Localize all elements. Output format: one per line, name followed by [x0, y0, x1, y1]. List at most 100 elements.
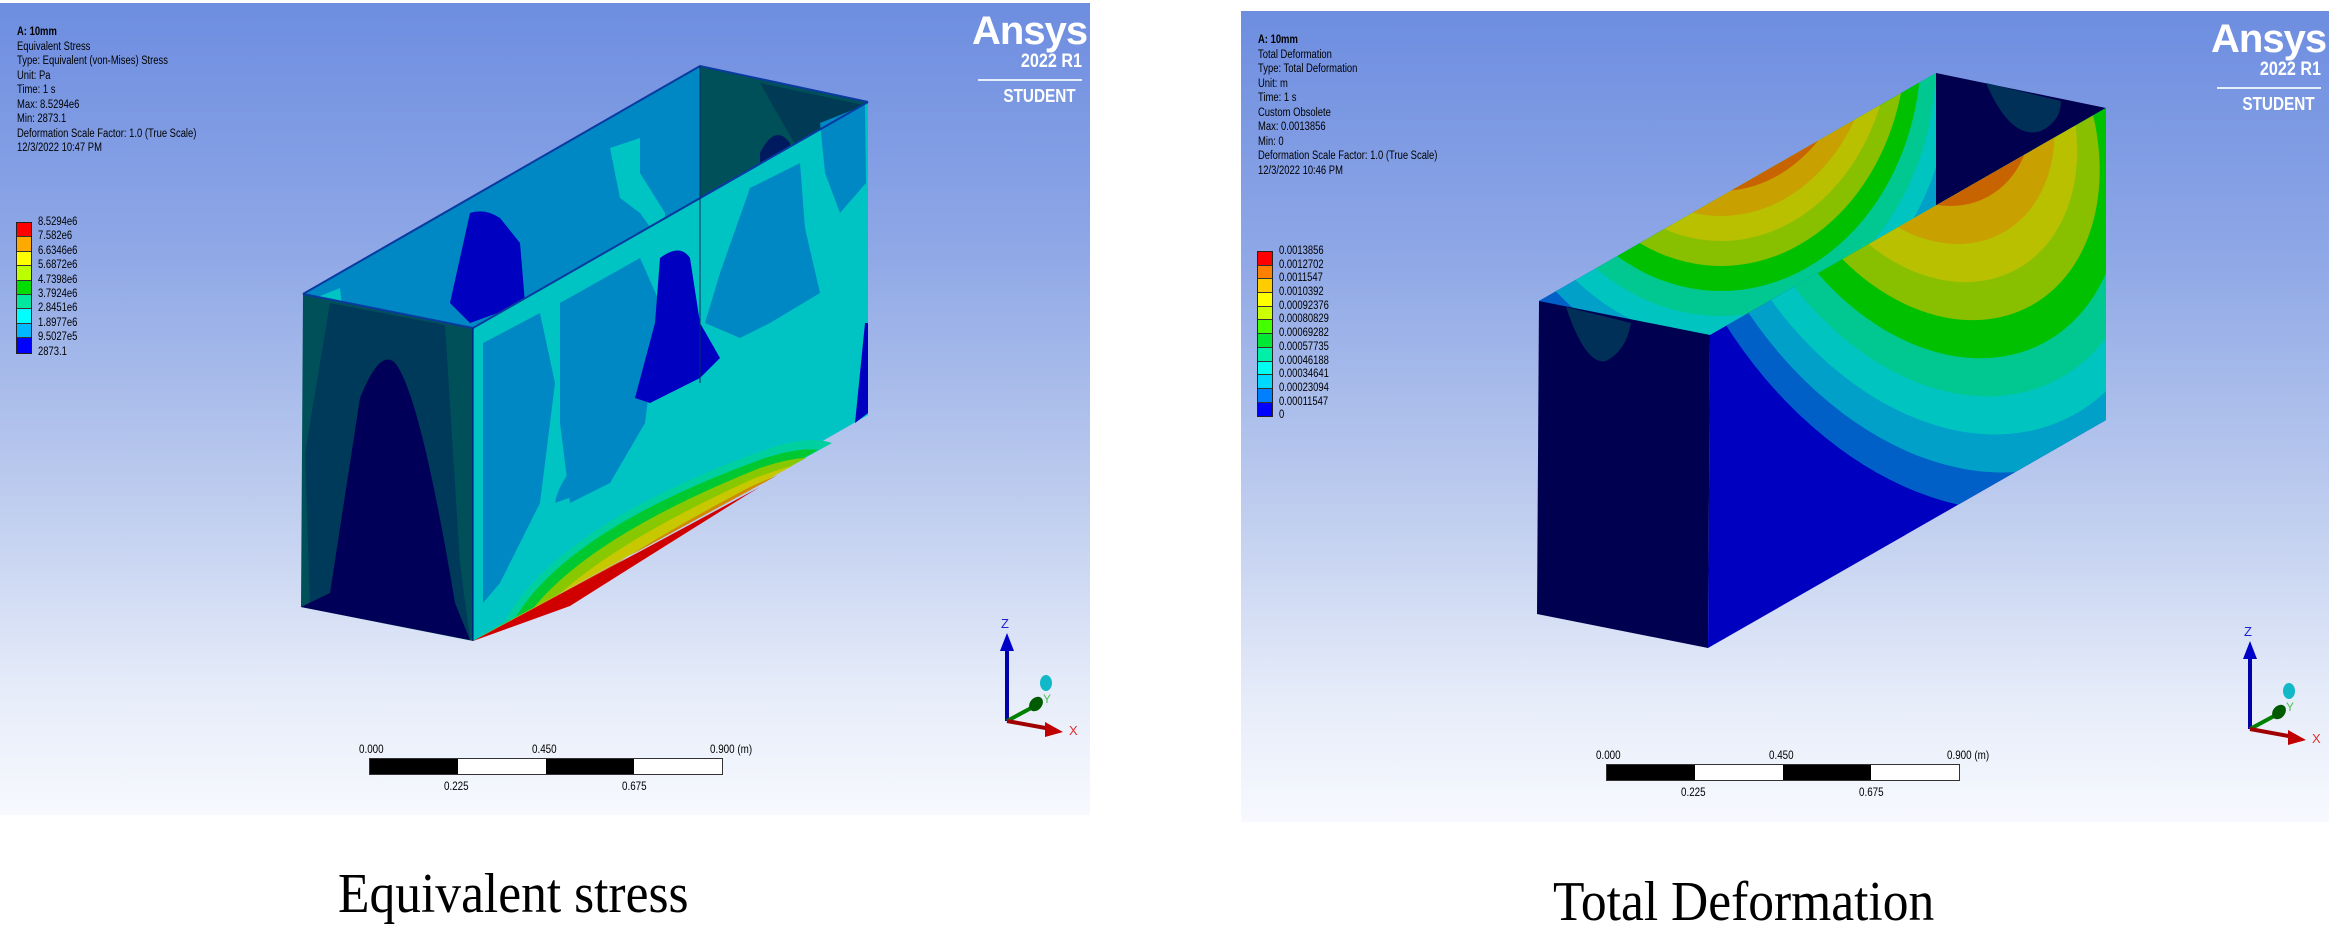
legend-label: 6.6346e6 — [38, 244, 78, 257]
legend-swatch — [1258, 347, 1272, 362]
result-name: Total Deformation — [1258, 48, 1332, 61]
legend-swatch — [17, 294, 31, 310]
legend-swatch — [1258, 265, 1272, 280]
brand-divider — [978, 79, 1082, 81]
scale-label: 0.000 — [1596, 748, 1621, 762]
svg-text:Y: Y — [1043, 692, 1051, 706]
scale-label: 0.000 — [359, 742, 384, 756]
scale-label: 0.675 — [1859, 785, 1884, 799]
axis-triad-icon: Z Y X — [2243, 624, 2321, 746]
legend-swatch — [1258, 306, 1272, 321]
caption-total-deformation: Total Deformation — [1553, 871, 1935, 933]
scale-label: 0.225 — [444, 779, 469, 793]
legend-swatch — [1258, 293, 1272, 307]
legend-label: 0 — [1279, 409, 1285, 422]
legend-swatch — [1258, 402, 1272, 417]
deformation-contour-model — [1537, 73, 2106, 648]
result-time: Time: 1 s — [1258, 92, 1297, 104]
legend-labels: 8.5294e6 7.582e6 6.6346e6 5.6872e6 4.739… — [38, 216, 77, 360]
legend-swatch — [1258, 388, 1272, 403]
legend-label: 0.00011547 — [1279, 395, 1329, 408]
legend-swatch — [17, 323, 31, 339]
legend-label: 8.5294e6 — [38, 216, 78, 228]
caption-equivalent-stress: Equivalent stress — [338, 863, 689, 925]
legend-label: 0.00080829 — [1279, 313, 1329, 326]
analysis-title: A: 10mm — [17, 26, 57, 38]
legend-label: 4.7398e6 — [38, 273, 78, 286]
legend-label: 0.00046188 — [1279, 354, 1329, 367]
ansys-version: 2022 R1 — [1020, 51, 1082, 72]
legend-swatch — [1258, 334, 1272, 348]
legend-label: 1.8977e6 — [38, 316, 78, 329]
result-timestamp: 12/3/2022 10:46 PM — [1258, 164, 1343, 177]
legend-swatch — [17, 223, 31, 238]
legend-label: 7.582e6 — [38, 230, 73, 243]
axis-triad[interactable]: Z Y X — [2236, 611, 2321, 746]
legend-color-bar — [1257, 251, 1273, 418]
result-max: Max: 0.0013856 — [1258, 121, 1326, 133]
legend-label: 0.00034641 — [1279, 368, 1329, 381]
result-type: Type: Total Deformation — [1258, 63, 1358, 75]
result-unit: Unit: m — [1258, 77, 1288, 90]
analysis-title: A: 10mm — [1258, 34, 1298, 46]
svg-text:Z: Z — [1001, 616, 1009, 631]
scale-bar: 0.000 0.450 0.900 (m) 0.225 0.675 — [1596, 748, 1989, 799]
result-unit: Unit: Pa — [17, 69, 51, 82]
result-timestamp: 12/3/2022 10:47 PM — [17, 142, 102, 154]
axis-triad-icon: Z Y X — [1000, 616, 1078, 738]
ansys-version: 2022 R1 — [2259, 59, 2321, 80]
equivalent-stress-viewport: A: 10mm Equivalent Stress Type: Equivale… — [0, 3, 1090, 815]
legend-swatch — [1258, 279, 1272, 294]
legend-labels: 0.0013856 0.0012702 0.0011547 0.0010392 … — [1279, 245, 1329, 423]
result-min: Min: 2873.1 — [17, 113, 67, 125]
legend-swatch — [1258, 375, 1272, 389]
ansys-logo: Ansys — [2211, 17, 2327, 61]
ansys-edition: STUDENT — [1003, 86, 1076, 106]
result-name: Equivalent Stress — [17, 40, 91, 53]
legend-swatch — [1258, 361, 1272, 376]
legend-swatch — [17, 280, 31, 295]
scale-label: 0.900 (m) — [710, 742, 753, 756]
legend-label: 0.00069282 — [1279, 327, 1329, 340]
ansys-logo: Ansys — [972, 9, 1088, 53]
scale-label: 0.225 — [1681, 785, 1706, 799]
legend-swatch — [17, 237, 31, 252]
legend-label: 9.5027e5 — [38, 331, 78, 344]
scale-label: 0.450 — [532, 742, 557, 756]
legend-swatch — [17, 251, 31, 267]
scale-label: 0.675 — [622, 779, 647, 793]
result-info-block: A: 10mm Total Deformation Type: Total De… — [1258, 33, 1437, 178]
legend-label: 0.00057735 — [1279, 340, 1329, 353]
result-time: Time: 1 s — [17, 84, 56, 96]
result-type: Type: Equivalent (von-Mises) Stress — [17, 55, 168, 67]
legend-swatch — [17, 309, 31, 324]
svg-text:Y: Y — [2286, 700, 2294, 714]
result-max: Max: 8.5294e6 — [17, 98, 80, 111]
svg-text:X: X — [1069, 723, 1078, 738]
result-info-block: A: 10mm Equivalent Stress Type: Equivale… — [17, 25, 196, 156]
svg-text:Z: Z — [2244, 624, 2252, 639]
deformation-scale-factor: Deformation Scale Factor: 1.0 (True Scal… — [17, 127, 197, 140]
ansys-brand: Ansys 2022 R1 STUDENT — [972, 9, 1088, 107]
scale-label: 0.450 — [1769, 748, 1794, 762]
legend-label: 0.0012702 — [1279, 258, 1324, 271]
scale-bar-graphic — [1606, 764, 1960, 781]
brand-divider — [2217, 87, 2321, 89]
legend-swatch — [17, 266, 31, 281]
legend-label: 0.00023094 — [1279, 381, 1329, 394]
result-display-option: Custom Obsolete — [1258, 106, 1331, 119]
legend-color-bar — [16, 222, 32, 354]
scale-bar-graphic — [369, 758, 723, 775]
legend-label: 2873.1 — [38, 345, 67, 358]
scale-bar: 0.000 0.450 0.900 (m) 0.225 0.675 — [359, 742, 752, 793]
legend-swatch — [1258, 320, 1272, 335]
legend-label: 0.0010392 — [1279, 286, 1324, 299]
scale-label: 0.900 (m) — [1947, 748, 1990, 762]
axis-triad[interactable]: Z Y X — [993, 603, 1078, 738]
legend-label: 0.00092376 — [1279, 299, 1329, 312]
legend-swatch — [1258, 252, 1272, 266]
legend-label: 2.8451e6 — [38, 302, 78, 315]
deformation-scale-factor: Deformation Scale Factor: 1.0 (True Scal… — [1258, 150, 1438, 162]
legend-label: 5.6872e6 — [38, 259, 78, 272]
ansys-edition: STUDENT — [2242, 94, 2315, 114]
